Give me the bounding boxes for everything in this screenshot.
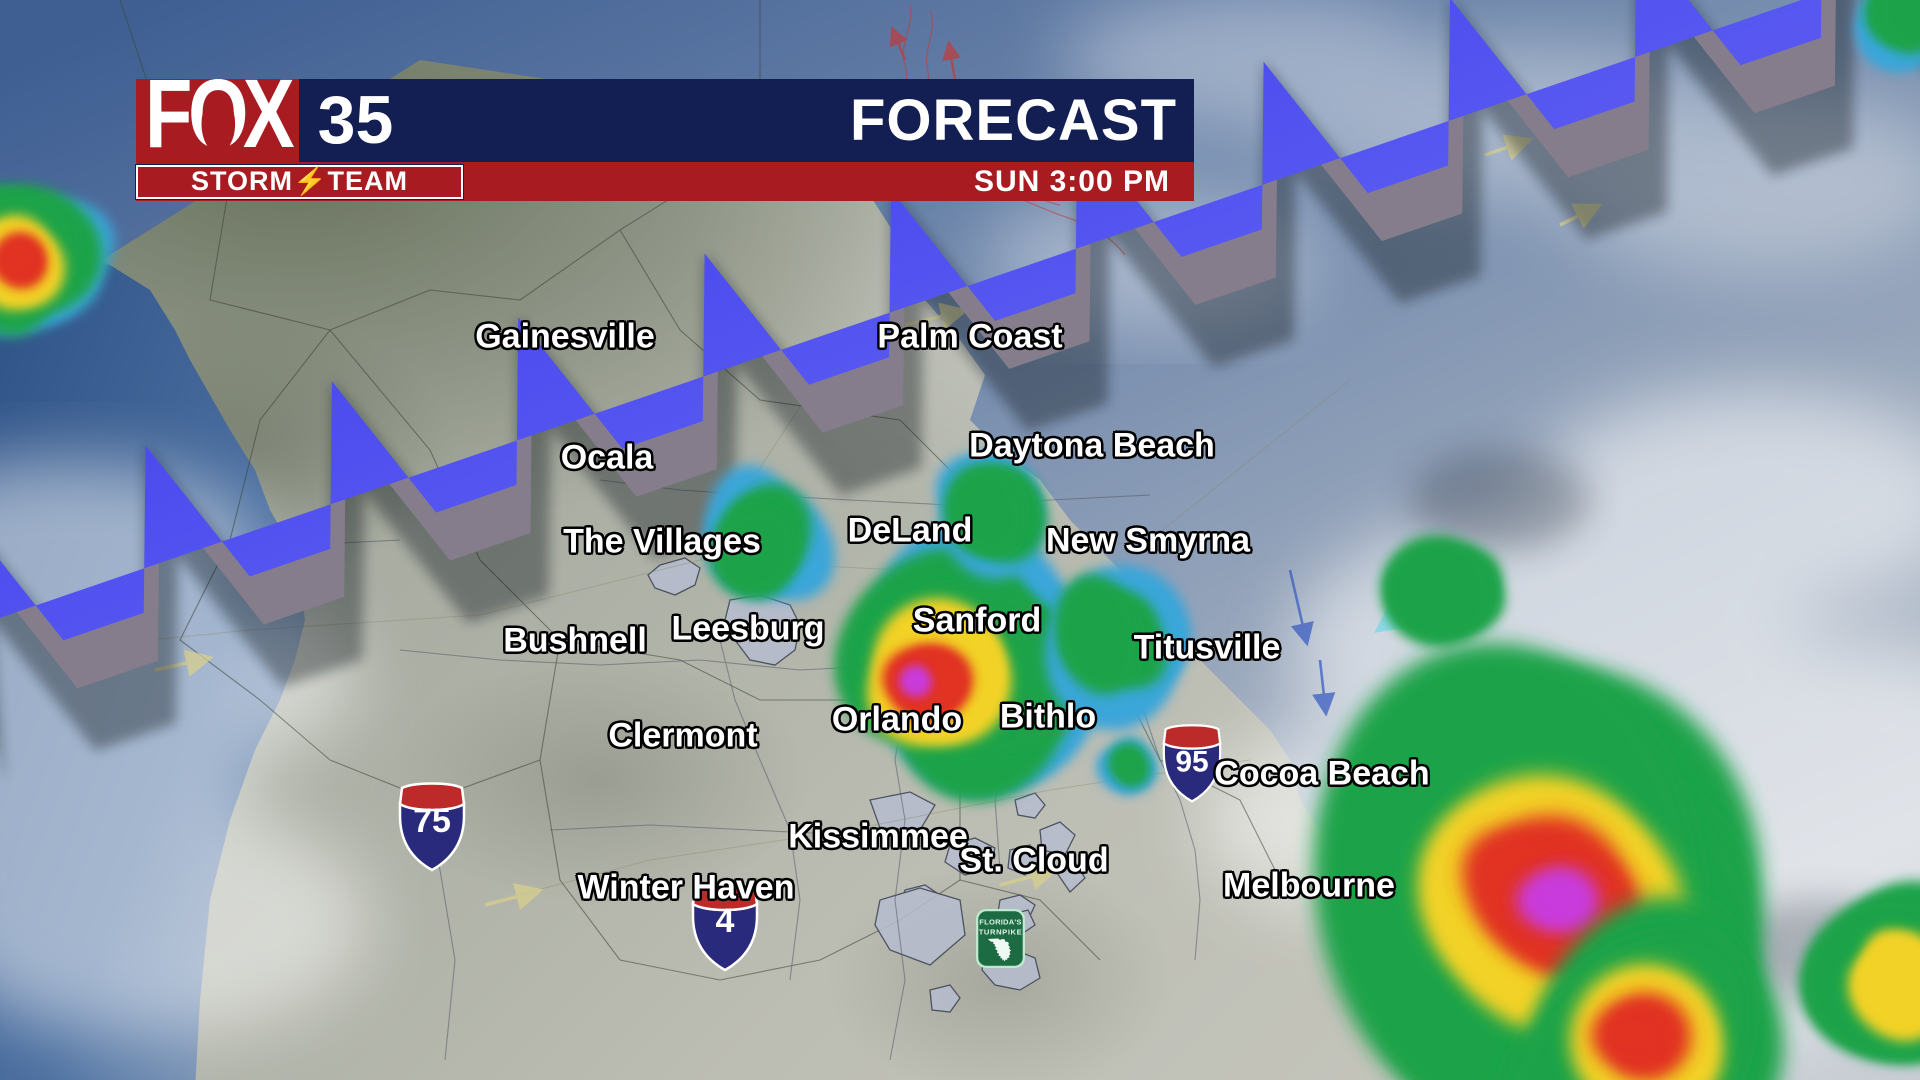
svg-text:FLORIDA'S: FLORIDA'S [979,918,1021,927]
svg-text:95: 95 [1175,745,1208,778]
svg-text:4: 4 [716,902,735,940]
svg-text:75: 75 [413,802,451,840]
svg-text:TURNPIKE: TURNPIKE [979,928,1023,937]
